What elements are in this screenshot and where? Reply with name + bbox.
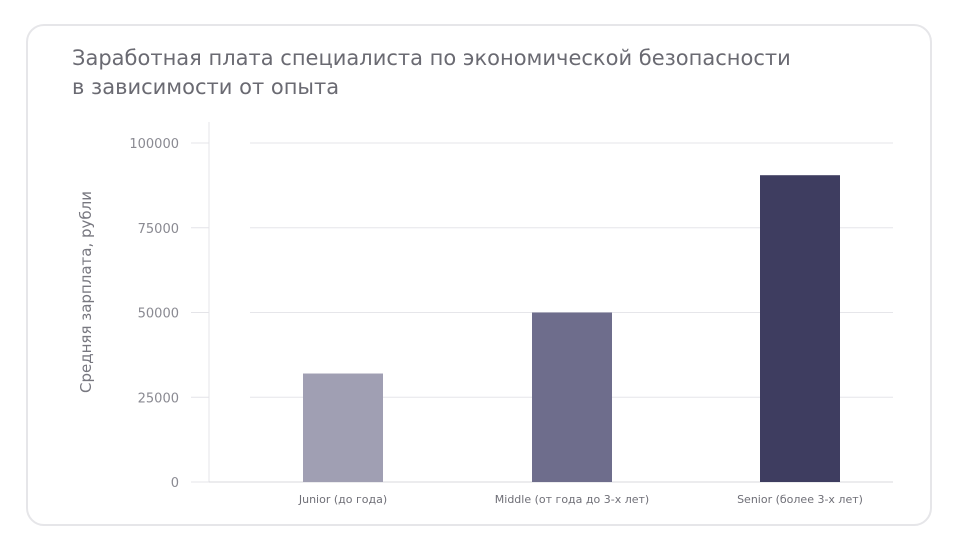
y-tick-label: 75000 — [138, 222, 179, 237]
x-category-label: Middle (от года до 3-х лет) — [495, 493, 649, 506]
y-tick-label: 25000 — [138, 391, 179, 406]
x-category-label: Senior (более 3-х лет) — [737, 493, 863, 506]
y-tick-label: 100000 — [129, 137, 179, 152]
chart-title-line-2: в зависимости от опыта — [72, 75, 340, 99]
bar — [303, 373, 383, 482]
bar — [532, 312, 612, 482]
y-tick-label: 0 — [171, 476, 179, 491]
bar — [760, 175, 840, 482]
chart-title-line-1: Заработная плата специалиста по экономич… — [72, 46, 791, 70]
y-tick-label: 50000 — [138, 307, 179, 322]
x-category-label: Junior (до года) — [298, 493, 387, 506]
chart-title: Заработная плата специалиста по экономич… — [72, 44, 892, 102]
